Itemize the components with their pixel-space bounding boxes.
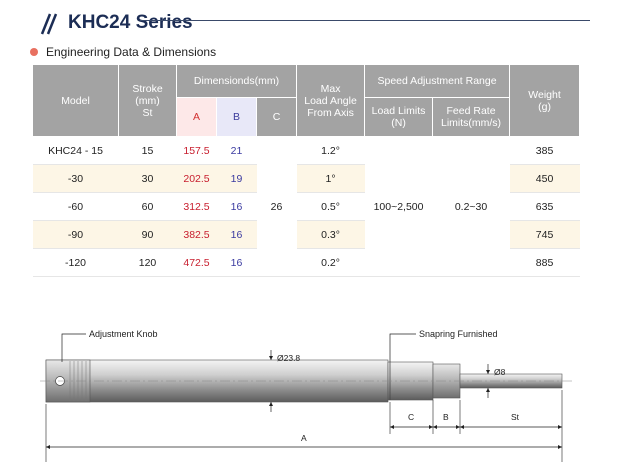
body-diameter-label: Ø23.8 (277, 353, 300, 363)
cell-dim-a: 312.5 (176, 192, 217, 221)
cell-stroke: 90 (118, 220, 177, 249)
dim-st-label: St (511, 412, 520, 422)
cell-model: -60 (32, 192, 119, 221)
adjustment-knob-label: Adjustment Knob (89, 329, 158, 339)
table-row: -60 60 312.5 16 0.5° 635 (32, 192, 580, 221)
cell-angle: 1° (296, 164, 365, 193)
cell-weight: 450 (509, 164, 580, 193)
cell-dim-a: 202.5 (176, 164, 217, 193)
header-divider (140, 20, 590, 21)
cell-weight: 635 (509, 192, 580, 221)
snapring-leader (389, 333, 416, 362)
header-dim-b: B (216, 97, 257, 137)
cell-weight: 745 (509, 220, 580, 249)
bullet-dot-icon (30, 48, 38, 56)
cell-dim-c: 26 (256, 136, 297, 277)
cell-load-limits: 100~2,500 (364, 136, 433, 277)
cell-dim-a: 157.5 (176, 136, 217, 165)
cell-stroke: 15 (118, 136, 177, 165)
dim-b-label: B (443, 412, 449, 422)
cell-dim-a: 472.5 (176, 248, 217, 277)
header-dim-c: C (255, 97, 298, 137)
cell-stroke: 30 (118, 164, 177, 193)
cell-angle: 0.5° (296, 192, 365, 221)
spec-table: Model Stroke (mm) St Dimensionds(mm) Max… (32, 64, 581, 277)
dim-c-label: C (408, 412, 414, 422)
cell-model: -90 (32, 220, 119, 249)
cell-model: KHC24 - 15 (32, 136, 119, 165)
cell-dim-b: 16 (216, 248, 257, 277)
header-dimensions: Dimensionds(mm) (175, 64, 298, 98)
cell-angle: 0.2° (296, 248, 365, 277)
cell-angle: 1.2° (296, 136, 365, 165)
header-dim-a: A (176, 97, 217, 137)
dim-a-label: A (301, 433, 307, 443)
cell-dim-b: 21 (216, 136, 257, 165)
snapring-label: Snapring Furnished (419, 329, 498, 339)
table-row: -120 120 472.5 16 0.2° 885 (32, 248, 580, 277)
cell-model: -30 (32, 164, 119, 193)
header-model: Model (32, 64, 119, 137)
header-max-load-angle: Max Load Angle From Axis (296, 64, 366, 137)
cell-angle: 0.3° (296, 220, 365, 249)
slash-logo-icon (40, 13, 58, 35)
series-header: KHC24 Series (32, 8, 590, 42)
header-weight: Weight (g) (509, 64, 581, 137)
cell-dim-b: 16 (216, 220, 257, 249)
knob-leader (61, 333, 86, 362)
cell-dim-b: 19 (216, 164, 257, 193)
cell-weight: 385 (509, 136, 580, 165)
cell-dim-b: 16 (216, 192, 257, 221)
header-feed-rate-limits: Feed Rate Limits(mm/s) (432, 97, 511, 137)
cell-stroke: 120 (118, 248, 177, 277)
rod-diameter-label: Ø8 (494, 367, 506, 377)
cell-weight: 885 (509, 248, 580, 277)
header-speed-adjustment-range: Speed Adjustment Range (364, 64, 511, 98)
cell-model: -120 (32, 248, 119, 277)
cell-feed-rate: 0.2~30 (432, 136, 510, 277)
header-stroke: Stroke (mm) St (118, 64, 177, 137)
cell-dim-a: 382.5 (176, 220, 217, 249)
table-row: -30 30 202.5 19 1° 450 (32, 164, 580, 193)
cell-stroke: 60 (118, 192, 177, 221)
section-heading: Engineering Data & Dimensions (30, 45, 216, 59)
table-row: -90 90 382.5 16 0.3° 745 (32, 220, 580, 249)
section-heading-text: Engineering Data & Dimensions (46, 45, 217, 59)
page-title: KHC24 Series (68, 12, 193, 33)
header-load-limits: Load Limits (N) (364, 97, 434, 137)
table-row: KHC24 - 15 15 157.5 21 26 1.2° 100~2,500… (32, 136, 580, 277)
